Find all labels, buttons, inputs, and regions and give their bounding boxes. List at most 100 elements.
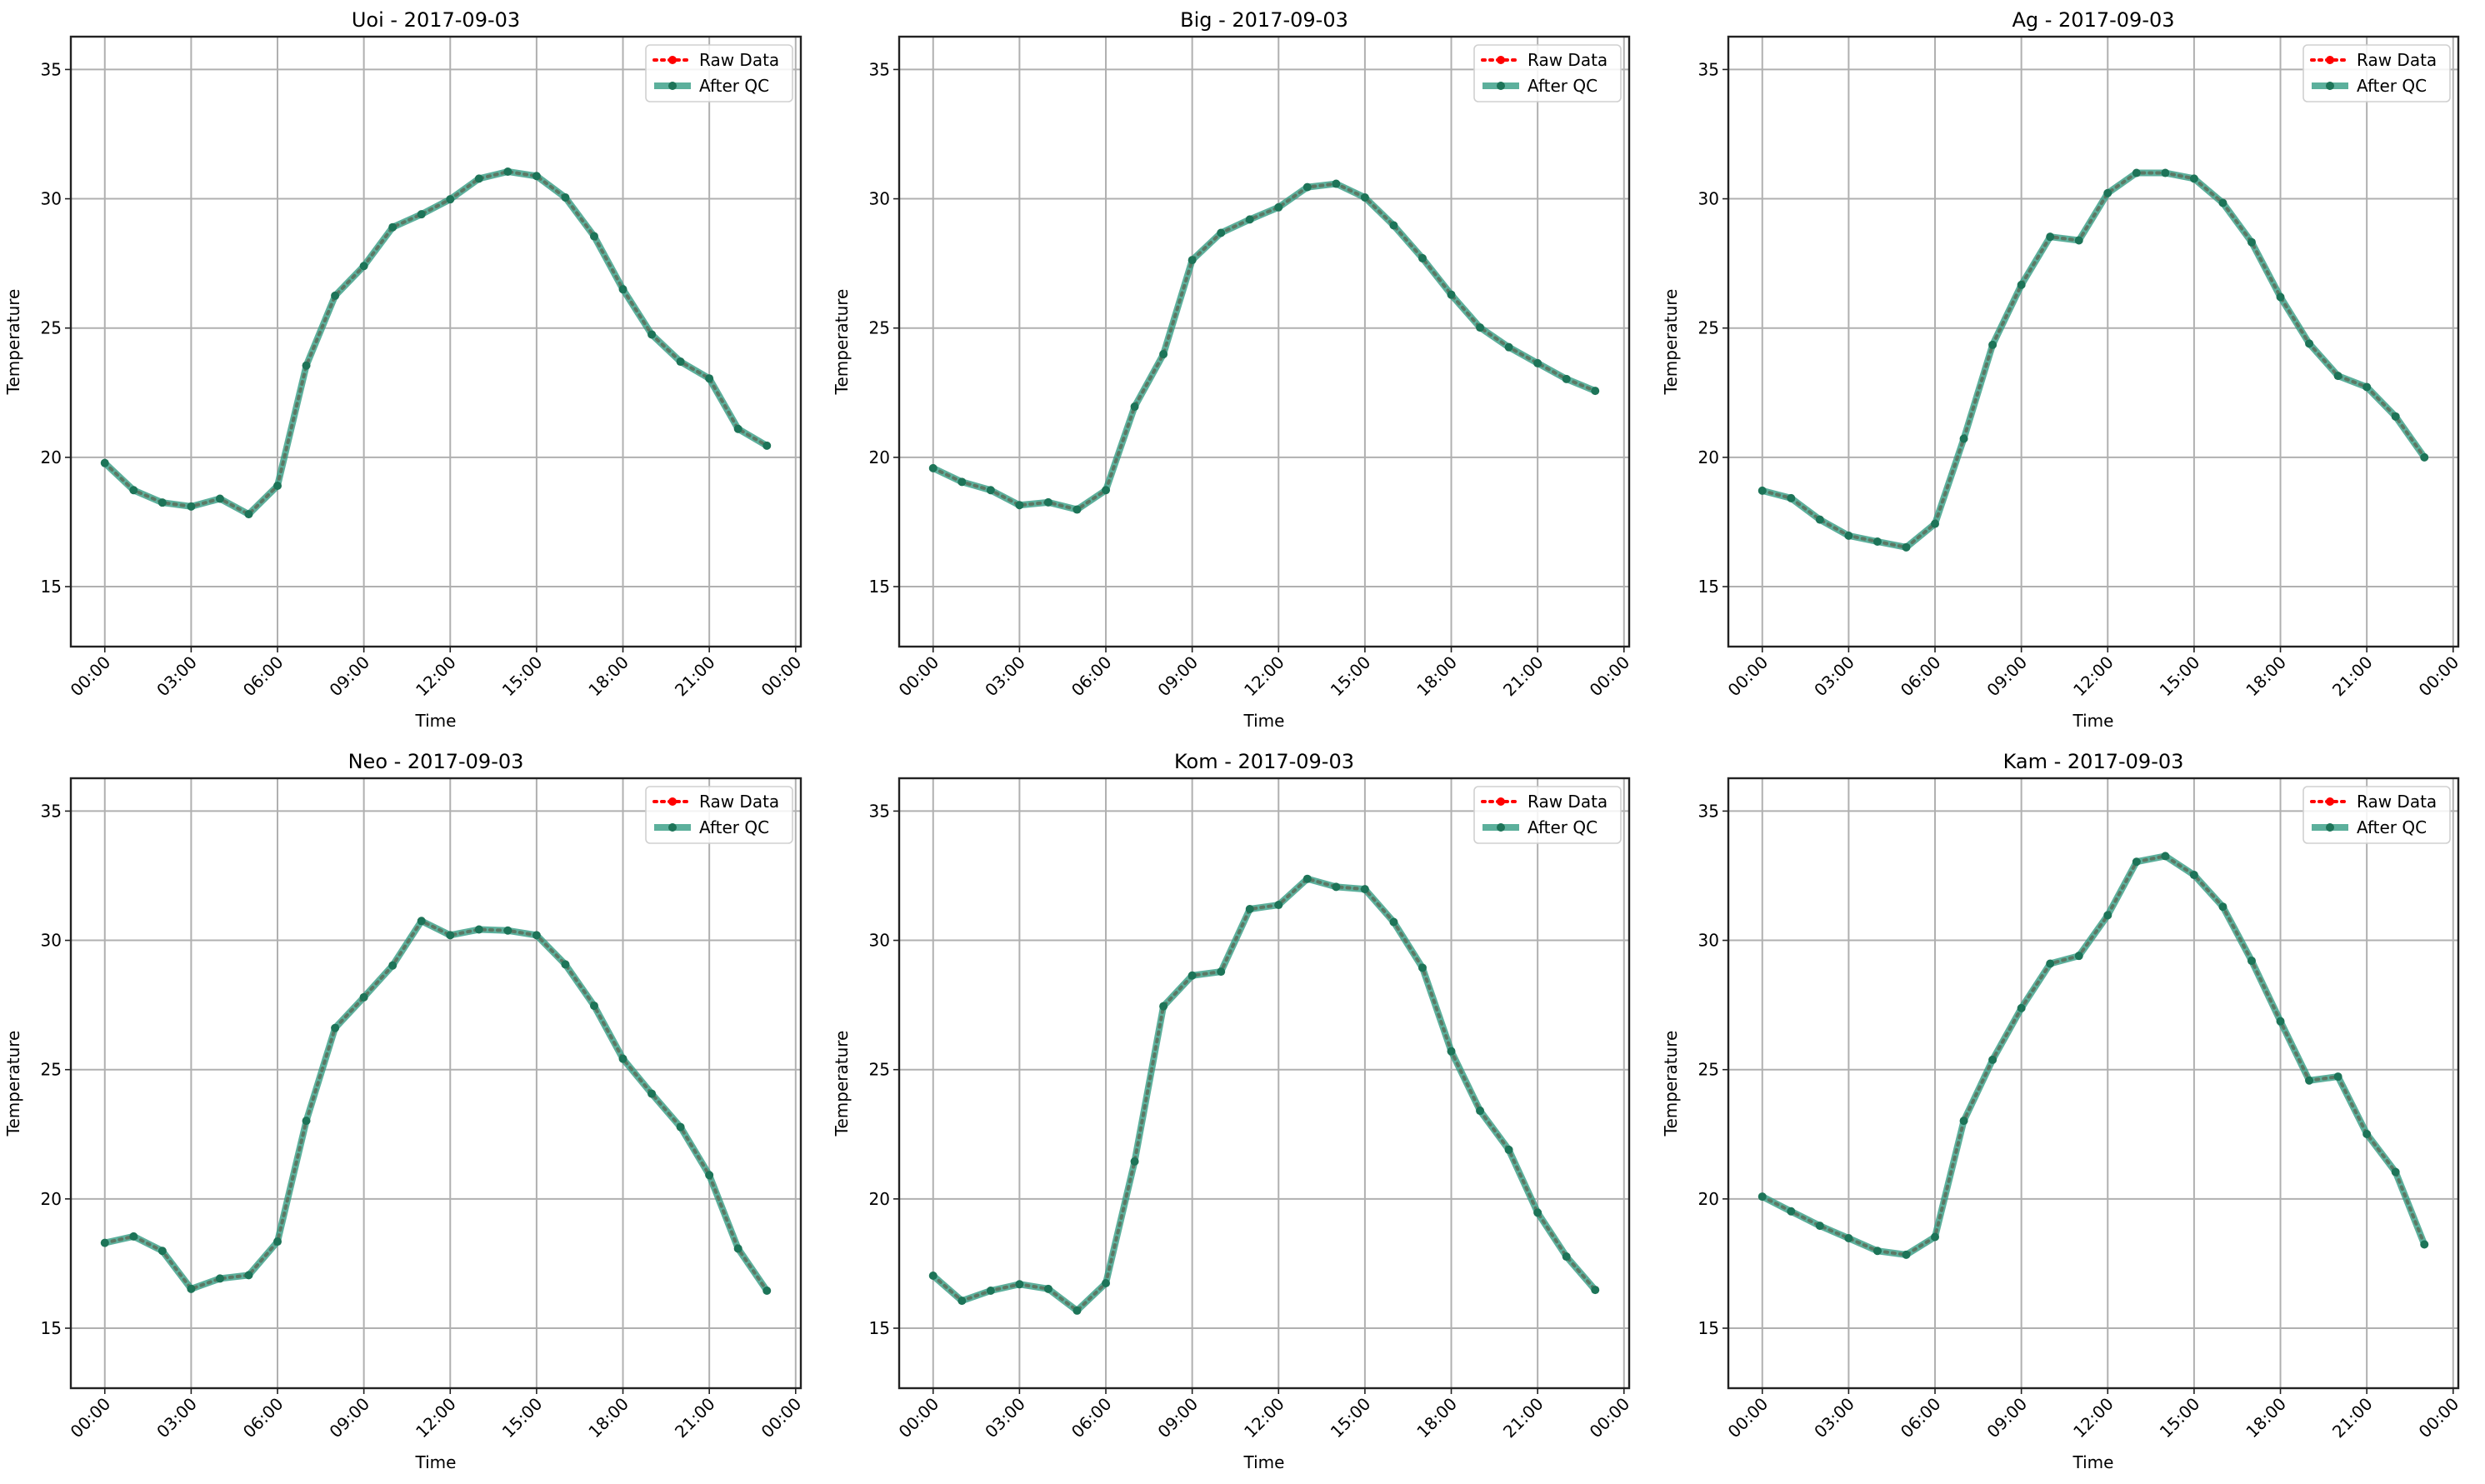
- y-axis-label: Temperature: [832, 289, 852, 396]
- xtick-label: 21:00: [671, 652, 719, 701]
- data-point: [187, 502, 196, 511]
- data-point: [762, 441, 772, 450]
- legend-qc-marker: [1497, 82, 1505, 90]
- axes-frame: [898, 777, 1631, 1390]
- ytick-label: 20: [1698, 1189, 1719, 1209]
- legend-qc-marker: [668, 82, 677, 90]
- xtick-label: 06:00: [1897, 1394, 1945, 1442]
- ytick-label: 20: [869, 1189, 890, 1209]
- data-point: [1360, 193, 1369, 202]
- xtick-label: 18:00: [2242, 1394, 2290, 1442]
- subplot-big: 15 20 25 30 35 00:00 03:00 06:00 09:00 12:00 15:00…: [832, 8, 1633, 731]
- ytick-label: 25: [41, 318, 62, 338]
- subplot-neo: 15 20 25 30 35 00:00 03:00 06:00 09:00 12:00 15:00…: [3, 750, 805, 1472]
- xtick-label: 12:00: [2069, 1394, 2118, 1442]
- ytick-label: 30: [869, 189, 890, 209]
- xtick-label: 15:00: [1327, 652, 1375, 701]
- data-point: [100, 458, 109, 467]
- data-point: [273, 1237, 282, 1247]
- xtick-label: 06:00: [1068, 652, 1116, 701]
- data-point: [359, 262, 368, 271]
- data-point: [417, 917, 426, 926]
- ytick-label: 25: [1698, 318, 1719, 338]
- ytick-label: 25: [1698, 1060, 1719, 1080]
- data-point: [928, 463, 938, 472]
- ytick-label: 30: [41, 189, 62, 209]
- raw-data-line: [102, 169, 769, 517]
- raw-data-line: [931, 877, 1598, 1313]
- legend-raw-label: Raw Data: [2357, 792, 2437, 812]
- legend-raw-marker: [1497, 797, 1505, 806]
- legend-raw-label: Raw Data: [699, 792, 779, 812]
- legend-raw-label: Raw Data: [1528, 792, 1608, 812]
- data-point: [503, 167, 512, 176]
- data-point: [1043, 1284, 1052, 1293]
- data-point: [1902, 542, 1911, 552]
- legend-qc-label: After QC: [2357, 817, 2427, 837]
- legend-raw-marker: [2326, 56, 2334, 64]
- data-point: [561, 193, 570, 202]
- data-point: [733, 1244, 742, 1253]
- data-point: [648, 330, 657, 339]
- data-point: [648, 1089, 657, 1098]
- legend-qc-label: After QC: [1528, 817, 1598, 837]
- data-point: [1844, 531, 1853, 540]
- data-point: [1332, 882, 1341, 892]
- xtick-label: 12:00: [1240, 652, 1288, 701]
- data-point: [2161, 852, 2170, 861]
- xtick-label: 00:00: [895, 652, 943, 701]
- data-point: [2362, 1129, 2372, 1138]
- data-point: [1476, 1107, 1485, 1116]
- x-axis-label: Time: [415, 711, 457, 731]
- data-point: [1072, 505, 1082, 514]
- xtick-label: 15:00: [2156, 652, 2204, 701]
- xtick-label: 00:00: [1724, 1394, 1772, 1442]
- axes-frame: [69, 35, 802, 648]
- data-point: [158, 1247, 167, 1256]
- data-point: [187, 1284, 196, 1293]
- after-qc-line: [931, 875, 1598, 1314]
- axes-frame: [1727, 35, 2460, 648]
- data-point: [2132, 857, 2141, 867]
- xtick-label: 00:00: [758, 652, 806, 701]
- legend-qc-label: After QC: [2357, 76, 2427, 96]
- subplot-uoi: 15 20 25 30 35 00:00 03:00 06:00 09:00 12:00 15:00…: [3, 8, 805, 731]
- y-axis-label: Temperature: [1661, 1031, 1681, 1137]
- legend-qc-label: After QC: [699, 817, 769, 837]
- subplot-title: Uoi - 2017-09-03: [352, 8, 520, 32]
- ytick-label: 15: [869, 577, 890, 597]
- data-point: [2247, 957, 2256, 966]
- data-point: [1815, 1222, 1824, 1231]
- xtick-label: 09:00: [1153, 1394, 1202, 1442]
- data-point: [1245, 905, 1254, 914]
- data-point: [2305, 339, 2314, 348]
- data-point: [1389, 917, 1398, 927]
- xtick-label: 00:00: [1724, 652, 1772, 701]
- data-point: [331, 1023, 340, 1032]
- legend-qc-label: After QC: [699, 76, 769, 96]
- xtick-label: 21:00: [671, 1394, 719, 1442]
- data-point: [1072, 1306, 1082, 1315]
- data-point: [1418, 253, 1427, 262]
- xtick-label: 03:00: [152, 1394, 201, 1442]
- data-point: [1562, 374, 1571, 383]
- data-point: [1332, 179, 1341, 188]
- data-point: [129, 486, 138, 495]
- data-point: [1591, 387, 1600, 396]
- xtick-label: 00:00: [67, 652, 115, 701]
- ytick-label: 15: [869, 1318, 890, 1338]
- xtick-label: 12:00: [2069, 652, 2118, 701]
- data-point: [158, 498, 167, 507]
- ytick-label: 30: [1698, 189, 1719, 209]
- data-point: [2247, 237, 2256, 247]
- data-point: [2103, 911, 2112, 920]
- data-point: [1504, 342, 1513, 352]
- legend-raw-marker: [668, 56, 677, 64]
- data-point: [100, 1238, 109, 1247]
- ytick-label: 15: [41, 1318, 62, 1338]
- data-point: [1591, 1286, 1600, 1295]
- xtick-label: 06:00: [1897, 652, 1945, 701]
- data-point: [733, 424, 742, 433]
- data-point: [446, 195, 455, 204]
- ytick-label: 15: [41, 577, 62, 597]
